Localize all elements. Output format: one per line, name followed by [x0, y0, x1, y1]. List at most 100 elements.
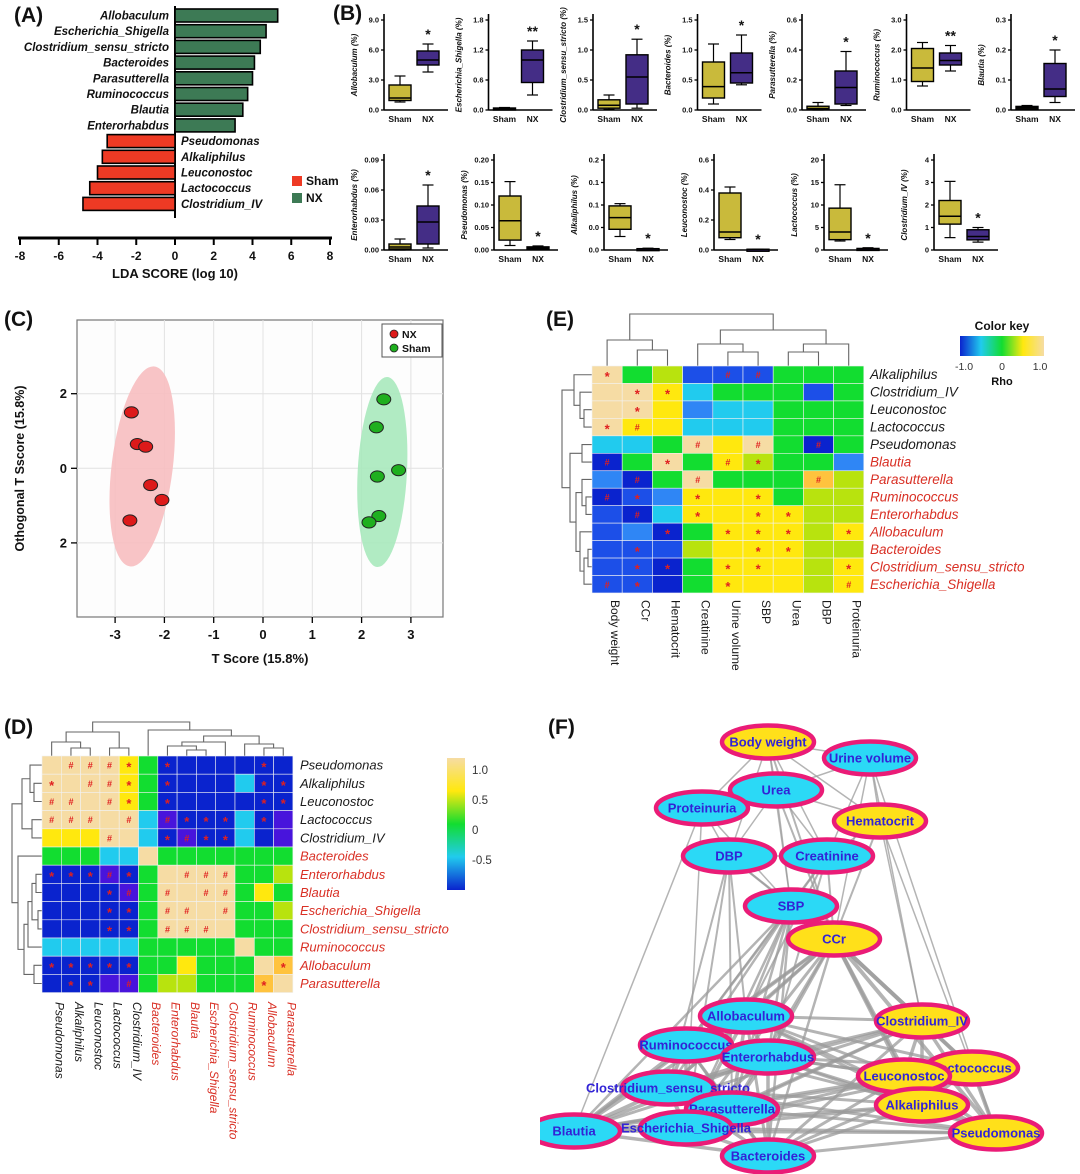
node-Bacteroides	[719, 1137, 817, 1174]
y-tick-label: 2	[925, 201, 929, 210]
row-label-Blautia: Blautia	[300, 885, 340, 900]
point-NX	[154, 493, 170, 507]
sig-hash: #	[165, 888, 170, 898]
heat-cell	[833, 540, 865, 559]
heat-cell	[80, 919, 101, 939]
point-NX	[122, 514, 138, 527]
y-tick-label: 0.06	[364, 186, 379, 195]
heat-cell	[118, 937, 139, 957]
sig-star: *	[725, 526, 731, 541]
heat-cell	[772, 470, 804, 489]
sig-star: *	[126, 869, 132, 884]
sig-star: *	[126, 778, 132, 793]
colorbar-tick-0.5: 0.5	[472, 795, 488, 807]
row-label-Enterorhabdus: Enterorhabdus	[870, 507, 959, 522]
y-tick-label: 0.6	[473, 76, 483, 85]
node-Hematocrit	[831, 802, 929, 840]
sig-hash: #	[605, 580, 610, 590]
col-label-Ruminococcus: Ruminococcus	[246, 1002, 260, 1081]
x-tick-label: -2	[131, 249, 142, 263]
correlation-network: Body weight Urine volume Urea Proteinuria He…	[525, 723, 1045, 1174]
heat-cell	[273, 810, 294, 830]
x-cat-label-Sham: Sham	[1015, 114, 1039, 124]
node-label-Blautia: Blautia	[552, 1124, 596, 1139]
heat-cell	[591, 557, 623, 576]
y-axis-title: Allobaculum (%)	[350, 33, 359, 97]
node-DBP	[680, 837, 778, 875]
node-Clostridium_IV	[873, 1002, 971, 1040]
significance-mark: *	[1052, 32, 1058, 48]
sig-star: *	[223, 832, 229, 847]
x-cat-label-NX: NX	[840, 114, 852, 124]
heat-cell	[138, 792, 159, 811]
heat-cell	[712, 470, 744, 489]
x-cat-label-NX: NX	[752, 254, 764, 264]
heat-cell	[176, 955, 197, 975]
sig-star: *	[786, 544, 792, 559]
heat-cell	[41, 828, 62, 848]
x-cat-label-NX: NX	[862, 254, 874, 264]
box-NX	[729, 52, 754, 84]
box-NX	[1043, 62, 1067, 98]
y-tick-label: 0.1	[589, 201, 599, 210]
node-label-DBP: DBP	[715, 849, 743, 864]
heat-cell	[273, 883, 294, 902]
dendrogram-left	[11, 764, 42, 985]
sig-star: *	[695, 491, 701, 506]
panel-a-label: (A)	[14, 4, 44, 27]
box-Sham	[388, 84, 412, 102]
sig-hash: #	[816, 440, 821, 450]
y-tick-label: 0.2	[699, 216, 709, 225]
heat-cell	[138, 828, 159, 848]
lda-bar-Clostridium_sensu_stricto	[174, 39, 262, 55]
heat-cell	[118, 828, 139, 848]
col-label-Urine volume: Urine volume	[729, 600, 743, 671]
y-tick-label: 0.20	[474, 156, 489, 165]
heat-cell	[176, 773, 197, 793]
heat-cell	[591, 400, 623, 419]
legend-swatch-Sham	[292, 176, 302, 186]
significance-mark: *	[634, 21, 640, 37]
heat-cell	[234, 883, 255, 902]
col-label-Creatinine: Creatinine	[699, 600, 713, 655]
lda-bar-label: Leuconostoc	[181, 168, 253, 180]
heat-cell	[41, 974, 62, 993]
sig-hash: #	[204, 888, 209, 898]
sig-star: *	[126, 760, 132, 775]
y-tick-label: 9.0	[369, 16, 379, 25]
heat-cell	[712, 487, 744, 506]
heat-cell	[234, 864, 255, 884]
heat-cell	[215, 755, 236, 775]
point-Sham	[371, 509, 387, 523]
y-tick-label: 1.8	[473, 16, 483, 25]
heat-cell	[138, 937, 159, 957]
sig-hash: #	[68, 815, 73, 825]
sig-star: *	[786, 526, 792, 541]
legend-label-Sham: Sham	[402, 343, 431, 355]
colorbar-tick-1.0: 1.0	[472, 765, 488, 777]
heat-cell	[176, 792, 197, 811]
heat-cell	[833, 453, 865, 472]
node-label-Pseudomonas: Pseudomonas	[952, 1126, 1041, 1141]
sig-star: *	[223, 814, 229, 829]
heat-cell	[742, 575, 774, 594]
col-label-SBP: SBP	[759, 600, 773, 624]
heat-cell	[803, 575, 834, 594]
sig-star: *	[261, 978, 267, 993]
panel-c-label: (C)	[4, 308, 34, 331]
sig-hash: #	[107, 761, 112, 771]
row-label-Bacteroides: Bacteroides	[300, 849, 369, 864]
y-tick-label: 0.0	[589, 223, 599, 232]
heat-cell	[254, 828, 274, 848]
sig-hash: #	[204, 870, 209, 880]
heat-cell	[254, 955, 274, 975]
row-label-Pseudomonas: Pseudomonas	[300, 758, 384, 773]
heat-cell	[234, 901, 255, 921]
sig-star: *	[665, 526, 671, 541]
heat-cell	[138, 919, 159, 939]
point-NX	[143, 478, 159, 492]
lda-bar-Ruminococcus	[174, 86, 249, 102]
taxa-correlation-heatmap: # # # * * * * # # * * * * # # # * * * * # # # # # * * * * # * # * * * * * # * #…	[11, 721, 492, 1140]
box-NX	[416, 205, 440, 245]
heat-cell	[215, 919, 236, 939]
